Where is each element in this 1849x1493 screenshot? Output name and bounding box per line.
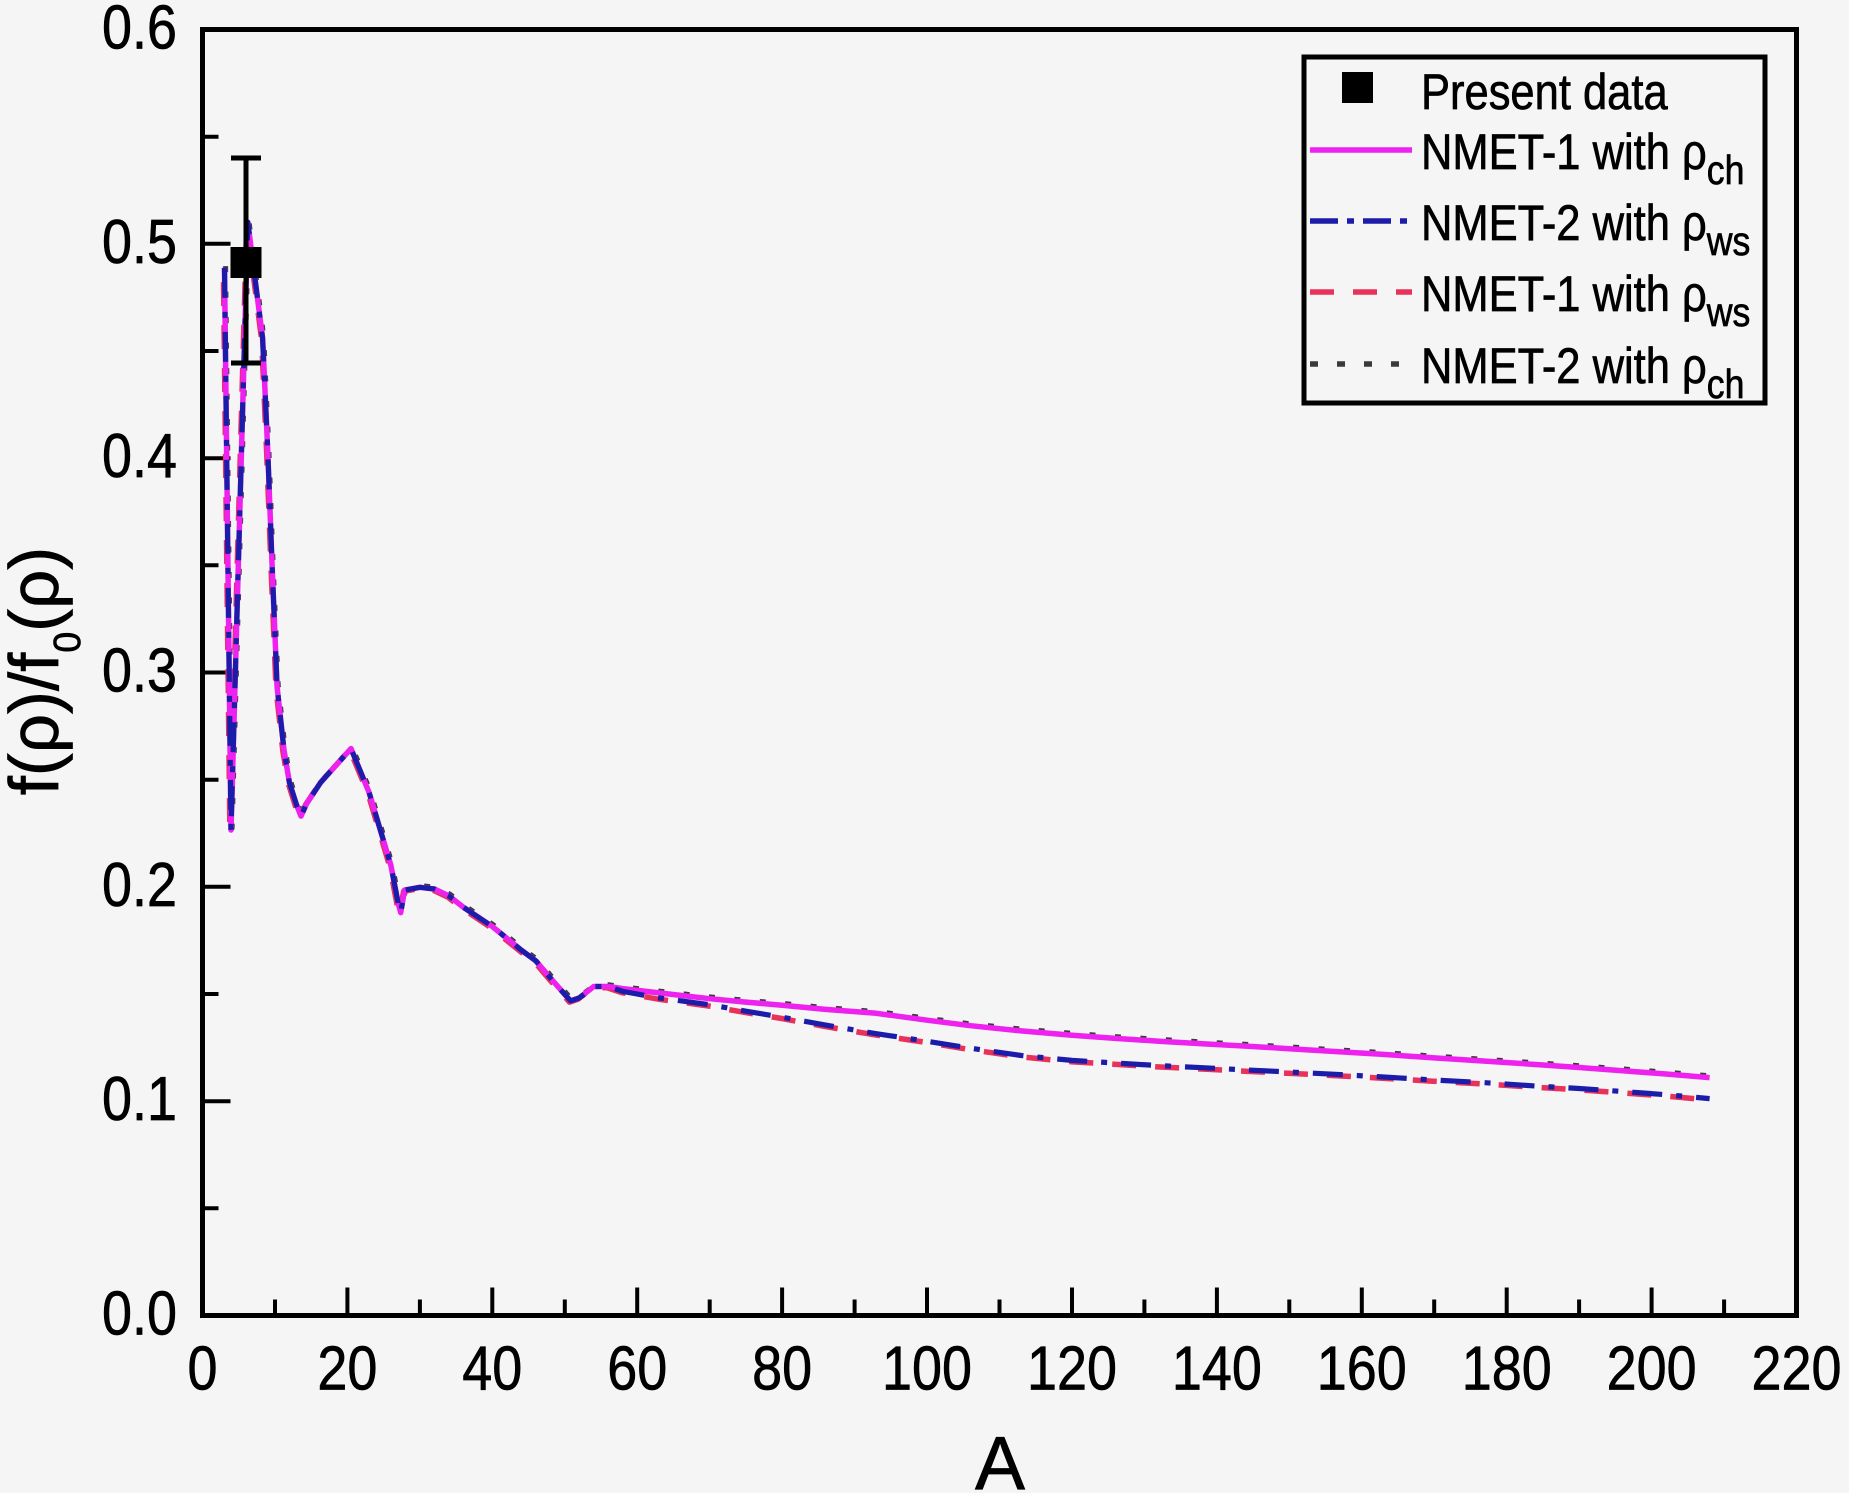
svg-text:160: 160	[1317, 1334, 1407, 1403]
svg-text:220: 220	[1752, 1334, 1842, 1403]
svg-text:0.6: 0.6	[102, 0, 177, 62]
svg-text:140: 140	[1172, 1334, 1262, 1403]
svg-text:A: A	[975, 1421, 1025, 1493]
svg-text:100: 100	[882, 1334, 972, 1403]
svg-text:40: 40	[462, 1334, 522, 1403]
svg-text:0.3: 0.3	[102, 636, 177, 705]
svg-text:60: 60	[607, 1334, 667, 1403]
svg-text:0.5: 0.5	[102, 207, 177, 276]
svg-text:200: 200	[1607, 1334, 1697, 1403]
svg-text:0.0: 0.0	[102, 1279, 177, 1348]
svg-text:0.2: 0.2	[102, 850, 177, 919]
svg-text:80: 80	[752, 1334, 812, 1403]
svg-text:120: 120	[1027, 1334, 1117, 1403]
svg-text:0.1: 0.1	[102, 1065, 177, 1134]
svg-text:0: 0	[188, 1334, 218, 1403]
svg-text:Present data: Present data	[1421, 64, 1669, 119]
svg-text:20: 20	[317, 1334, 377, 1403]
svg-text:180: 180	[1462, 1334, 1552, 1403]
svg-text:0.4: 0.4	[102, 422, 177, 491]
